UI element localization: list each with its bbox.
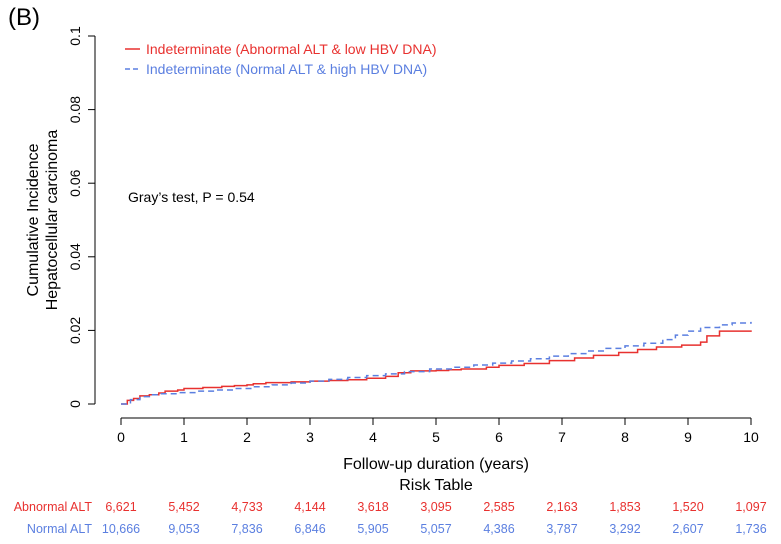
x-tick-label: 9 [684, 429, 692, 445]
risk-table-row-label: Normal ALT [27, 522, 92, 536]
series-line-normal-alt [121, 321, 752, 405]
y-tick-label: 0.08 [67, 96, 83, 123]
y-tick-label: 0 [67, 400, 83, 408]
legend-label: Indeterminate (Normal ALT & high HBV DNA… [146, 61, 427, 77]
x-tick-label: 8 [621, 429, 629, 445]
risk-table-cell: 5,452 [168, 500, 199, 514]
x-tick-label: 7 [558, 429, 566, 445]
risk-table-cell: 3,787 [546, 522, 577, 536]
risk-table-title: Risk Table [399, 477, 473, 494]
risk-table-cell: 5,905 [357, 522, 388, 536]
risk-table-cell: 2,163 [546, 500, 577, 514]
x-tick-label: 3 [306, 429, 314, 445]
y-axis-title-line-2: Hepatocellular carcinoma [44, 130, 61, 311]
risk-table-cell: 4,386 [483, 522, 514, 536]
x-tick-label: 10 [743, 429, 759, 445]
risk-table-cell: 2,607 [672, 522, 703, 536]
risk-table-cell: 1,736 [735, 522, 766, 536]
x-tick-label: 2 [243, 429, 251, 445]
risk-table-cell: 9,053 [168, 522, 199, 536]
risk-table-cell: 7,836 [231, 522, 262, 536]
risk-table-cell: 4,733 [231, 500, 262, 514]
y-axis-title-line-1: Cumulative Incidence [25, 143, 42, 296]
risk-table-cell: 4,144 [294, 500, 325, 514]
risk-table-cell: 1,853 [609, 500, 640, 514]
grays-test-annotation: Gray’s test, P = 0.54 [128, 189, 255, 205]
y-tick-label: 0.1 [67, 26, 83, 46]
x-axis-title: Follow-up duration (years) [343, 456, 529, 473]
risk-table-cell: 10,666 [102, 522, 140, 536]
risk-table-cell: 6,846 [294, 522, 325, 536]
risk-table-cell: 3,618 [357, 500, 388, 514]
risk-table-cell: 1,097 [735, 500, 766, 514]
x-tick-label: 4 [369, 429, 377, 445]
risk-table-cell: 3,292 [609, 522, 640, 536]
series-line-abnormal-alt [121, 330, 752, 405]
risk-table-cell: 6,621 [105, 500, 136, 514]
legend-label: Indeterminate (Abnormal ALT & low HBV DN… [146, 41, 437, 57]
risk-table-cell: 1,520 [672, 500, 703, 514]
risk-table-cell: 5,057 [420, 522, 451, 536]
x-tick-label: 0 [117, 429, 125, 445]
risk-table-cell: 2,585 [483, 500, 514, 514]
y-tick-label: 0.04 [67, 243, 83, 270]
panel-label: (B) [8, 4, 40, 31]
x-tick-label: 6 [495, 429, 503, 445]
x-tick-label: 5 [432, 429, 440, 445]
y-tick-label: 0.06 [67, 169, 83, 196]
y-tick-label: 0.02 [67, 317, 83, 344]
risk-table-row-label: Abnormal ALT [14, 500, 93, 514]
risk-table-cell: 3,095 [420, 500, 451, 514]
x-tick-label: 1 [180, 429, 188, 445]
